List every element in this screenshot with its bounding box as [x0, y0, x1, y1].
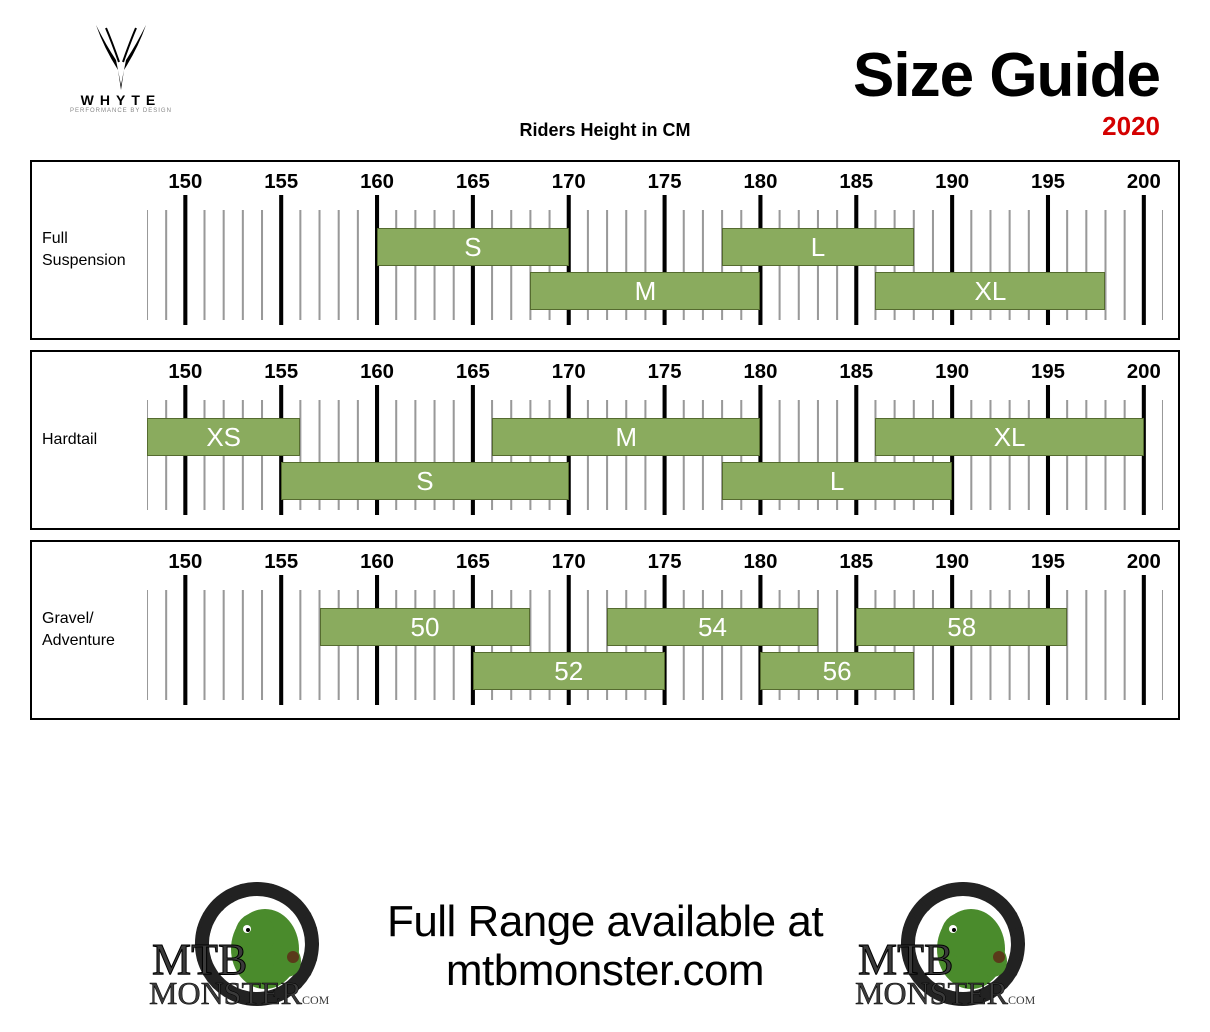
ruler-area: 150 155 160 165 170 175 180 185 190 195 200 XS SML XL	[147, 360, 1163, 520]
svg-text:.COM: .COM	[1005, 993, 1036, 1007]
svg-text:165: 165	[456, 361, 490, 383]
size-bar: S	[377, 228, 569, 266]
svg-text:200: 200	[1127, 361, 1161, 383]
size-bar: L	[722, 462, 952, 500]
category-label: FullSuspension	[42, 170, 147, 330]
store-logo-left: MTB MONSTER .COM	[147, 879, 357, 1014]
ruler-area: 150 155 160 165 170 175 180 185 190 195 200 SML XL	[147, 170, 1163, 330]
svg-text:180: 180	[743, 551, 777, 573]
store-logo-right: MTB MONSTER .COM	[853, 879, 1063, 1014]
chart-panel: Hardtail 150 155 160 165 170 175 180 185 190 195 20…	[30, 350, 1180, 530]
size-bar: M	[492, 418, 760, 456]
year-label: 2020	[853, 111, 1160, 142]
svg-text:190: 190	[935, 551, 969, 573]
svg-text:175: 175	[648, 361, 682, 383]
svg-text:175: 175	[648, 551, 682, 573]
svg-text:180: 180	[743, 171, 777, 193]
svg-text:150: 150	[168, 551, 202, 573]
svg-text:195: 195	[1031, 361, 1065, 383]
svg-text:150: 150	[168, 171, 202, 193]
size-bar: 54	[607, 608, 818, 646]
size-bar: L	[722, 228, 914, 266]
chart-panel: Gravel/Adventure 150 155 160 165 170 175 180 185…	[30, 540, 1180, 720]
footer-line2: mtbmonster.com	[387, 947, 823, 995]
size-bar: 56	[760, 652, 913, 690]
svg-text:170: 170	[552, 361, 586, 383]
svg-text:170: 170	[552, 171, 586, 193]
svg-text:190: 190	[935, 171, 969, 193]
brand-logo-text: WHYTE	[70, 92, 172, 108]
antler-icon	[76, 20, 166, 90]
svg-text:175: 175	[648, 171, 682, 193]
brand-logo-sub: PERFORMANCE BY DESIGN	[70, 108, 172, 114]
size-bar: 50	[320, 608, 531, 646]
category-label: Hardtail	[42, 360, 147, 520]
svg-text:155: 155	[264, 171, 298, 193]
svg-text:160: 160	[360, 171, 394, 193]
svg-text:165: 165	[456, 551, 490, 573]
page-title: Size Guide	[853, 40, 1160, 111]
category-label: Gravel/Adventure	[42, 550, 147, 710]
title-block: Size Guide 2020	[853, 40, 1160, 142]
svg-text:195: 195	[1031, 171, 1065, 193]
svg-text:190: 190	[935, 361, 969, 383]
size-bar: XL	[875, 418, 1143, 456]
size-bar: 58	[856, 608, 1067, 646]
svg-text:155: 155	[264, 361, 298, 383]
svg-text:195: 195	[1031, 551, 1065, 573]
svg-text:MONSTER: MONSTER	[855, 975, 1009, 1009]
footer: MTB MONSTER .COM Full Range available at…	[0, 879, 1210, 1014]
svg-text:.COM: .COM	[299, 993, 330, 1007]
size-bar: XL	[875, 272, 1105, 310]
footer-text: Full Range available at mtbmonster.com	[387, 898, 823, 995]
svg-text:150: 150	[168, 361, 202, 383]
svg-text:185: 185	[839, 171, 873, 193]
size-bar: M	[530, 272, 760, 310]
footer-line1: Full Range available at	[387, 898, 823, 946]
svg-text:160: 160	[360, 551, 394, 573]
charts-container: FullSuspension 150 155 160 165 170 175 180 185 19…	[0, 160, 1210, 720]
size-bar: 52	[473, 652, 665, 690]
svg-text:155: 155	[264, 551, 298, 573]
svg-text:165: 165	[456, 171, 490, 193]
header: WHYTE PERFORMANCE BY DESIGN Riders Heigh…	[0, 0, 1210, 150]
brand-logo: WHYTE PERFORMANCE BY DESIGN	[70, 20, 172, 114]
size-bar: XS	[147, 418, 300, 456]
svg-text:160: 160	[360, 361, 394, 383]
svg-text:MONSTER: MONSTER	[149, 975, 303, 1009]
svg-text:180: 180	[743, 361, 777, 383]
size-bar: S	[281, 462, 569, 500]
chart-panel: FullSuspension 150 155 160 165 170 175 180 185 19…	[30, 160, 1180, 340]
svg-text:170: 170	[552, 551, 586, 573]
svg-text:200: 200	[1127, 551, 1161, 573]
svg-text:185: 185	[839, 361, 873, 383]
svg-text:185: 185	[839, 551, 873, 573]
svg-text:200: 200	[1127, 171, 1161, 193]
ruler-area: 150 155 160 165 170 175 180 185 190 195 200 50 52 54 5…	[147, 550, 1163, 710]
